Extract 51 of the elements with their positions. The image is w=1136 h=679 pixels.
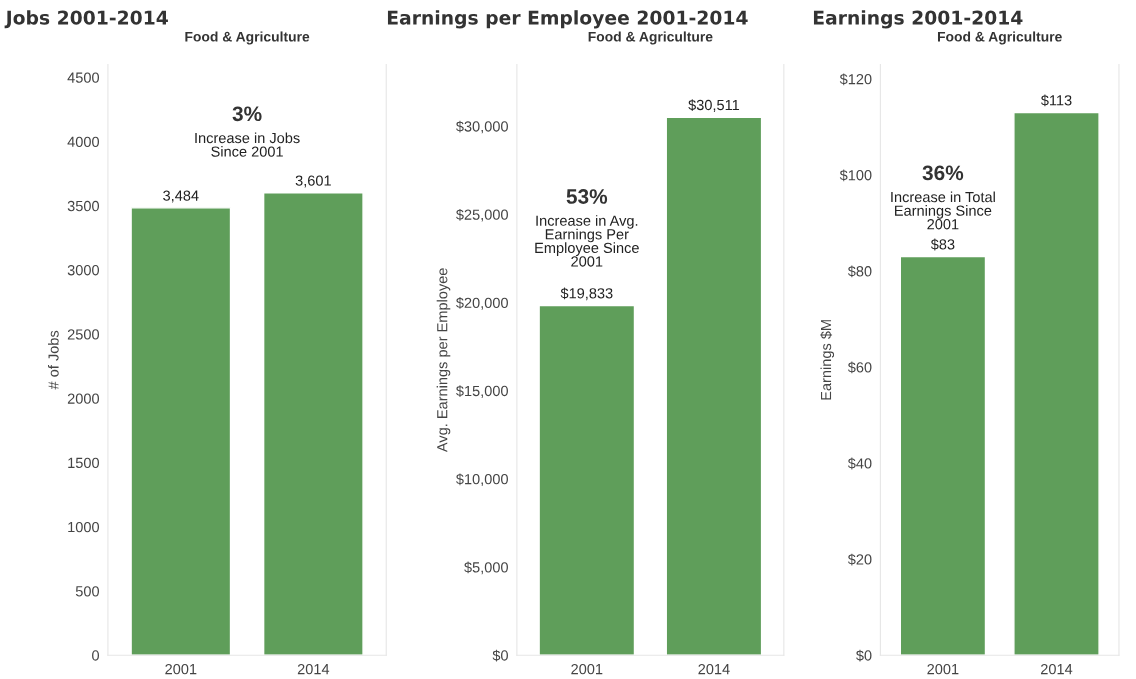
annotation: Increase in Total Earnings Since 2001	[891, 191, 995, 230]
y-tick-label: 1500	[68, 457, 100, 469]
y-tick-label: $20	[847, 553, 872, 566]
data-label: 3,601	[295, 175, 331, 188]
data-label: 3,484	[163, 190, 199, 203]
y-tick-label: $120	[839, 73, 872, 86]
x-tick-label: 2014	[698, 663, 730, 675]
x-tick-label: 2001	[571, 663, 603, 675]
y-tick-label: $20,000	[455, 297, 508, 310]
y-axis-title: # of Jobs	[48, 330, 59, 390]
y-tick-label: $30,000	[455, 120, 508, 134]
chart-subtitle: Food & Agriculture	[937, 31, 1062, 45]
annotation: Increase in Jobs Since 2001	[195, 132, 300, 157]
data-label: $30,511	[688, 99, 740, 112]
y-tick-label: $40	[847, 457, 872, 470]
x-tick-label: 2014	[297, 663, 330, 675]
y-tick-label: $5,000	[464, 561, 508, 575]
annotation: 36%	[922, 165, 964, 181]
y-tick-label: 4000	[67, 136, 100, 147]
annotation: Increase in Avg. Earnings Per Employee Since 2001	[535, 215, 639, 267]
annotation: 53%	[566, 189, 608, 204]
data-label: $19,833	[560, 287, 613, 301]
data-label: $113	[1040, 94, 1072, 107]
y-tick-label: 1000	[68, 521, 100, 533]
chart-subtitle: Food & Agriculture	[588, 31, 713, 45]
chart-title: Jobs 2001-2014	[4, 10, 168, 29]
y-tick-label: $100	[839, 169, 872, 182]
y-tick-label: 500	[75, 586, 100, 597]
chart-title: Earnings per Employee 2001-2014	[387, 10, 748, 29]
y-tick-label: 2000	[67, 393, 100, 404]
y-tick-label: $60	[847, 361, 872, 374]
y-axis-title: Avg. Earnings per Employee	[436, 268, 451, 453]
y-tick-label: 2500	[67, 329, 100, 340]
y-tick-label: 4500	[67, 72, 100, 83]
annotation: 3%	[232, 106, 262, 122]
y-tick-label: 3000	[67, 265, 100, 276]
data-label: $83	[930, 238, 955, 251]
chart-subtitle: Food & Agriculture	[185, 31, 310, 45]
y-tick-label: $0	[856, 649, 872, 662]
y-tick-label: $25,000	[455, 208, 508, 222]
y-axis-title: Earnings $M	[820, 320, 835, 400]
x-tick-label: 2001	[165, 663, 197, 675]
y-tick-label: $80	[847, 265, 872, 278]
chart-title: Earnings 2001-2014	[813, 10, 1023, 29]
y-tick-label: $10,000	[455, 473, 508, 487]
y-tick-label: $0	[492, 649, 508, 662]
x-tick-label: 2001	[927, 663, 959, 675]
y-tick-label: 3500	[67, 200, 100, 212]
y-tick-label: $15,000	[455, 385, 508, 398]
y-tick-label: 0	[92, 650, 100, 661]
x-tick-label: 2014	[1040, 663, 1073, 675]
